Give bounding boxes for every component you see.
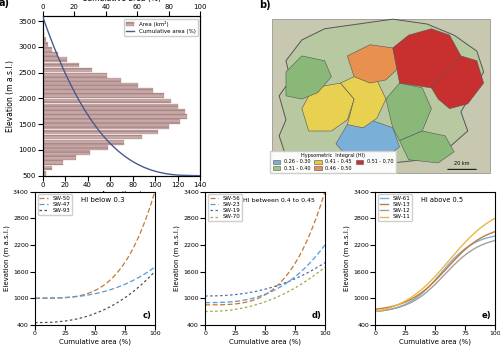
Y-axis label: Elevation (m a.s.l.): Elevation (m a.s.l.) [6,60,16,132]
Text: HI above 0.5: HI above 0.5 [420,197,463,203]
Bar [42,88,153,93]
Bar [42,130,158,134]
Y-axis label: Elevation (m a.s.l.): Elevation (m a.s.l.) [174,225,180,291]
Polygon shape [348,45,400,83]
Legend: SW-61, SW-13, SW-12, SW-11: SW-61, SW-13, SW-12, SW-11 [378,195,412,221]
Bar [42,166,51,170]
Bar [42,171,46,175]
Y-axis label: Elevation (m a.s.l.): Elevation (m a.s.l.) [344,225,350,291]
Bar [42,135,141,140]
Polygon shape [302,83,354,131]
X-axis label: Cumulative area (%): Cumulative area (%) [59,339,131,345]
X-axis label: Cumulative area (%): Cumulative area (%) [229,339,301,345]
Bar [42,73,107,78]
Polygon shape [432,56,484,109]
Bar [42,124,169,129]
Bar [42,62,78,67]
X-axis label: Cumulative area (%): Cumulative area (%) [399,339,471,345]
Text: d): d) [312,311,322,320]
Bar [42,140,123,144]
Polygon shape [340,77,386,128]
Bar [42,99,171,103]
Polygon shape [336,120,400,163]
Text: HI between 0.4 to 0.45: HI between 0.4 to 0.45 [244,198,316,203]
Bar [42,52,58,57]
Bar [42,47,51,52]
Bar [42,119,180,124]
Polygon shape [386,83,432,141]
Text: b): b) [258,0,270,10]
Bar [42,114,187,119]
Bar [42,32,44,36]
Bar [42,109,184,114]
FancyBboxPatch shape [272,19,490,173]
Legend: SW-56, SW-23, SW-19, SW-70: SW-56, SW-23, SW-19, SW-70 [208,195,242,221]
Bar [42,104,178,109]
Bar [42,68,92,72]
Bar [42,93,164,98]
Bar [42,78,121,83]
Bar [42,155,76,160]
X-axis label: Area (km²): Area (km²) [101,191,142,200]
Polygon shape [279,19,484,166]
Bar [42,150,90,155]
Legend: 0.26 - 0.30, 0.31 - 0.40, 0.41 - 0.45, 0.46 - 0.50, 0.51 - 0.70: 0.26 - 0.30, 0.31 - 0.40, 0.41 - 0.45, 0… [270,151,396,173]
Text: e): e) [482,311,492,320]
Text: c): c) [142,311,151,320]
Polygon shape [393,29,461,88]
Text: a): a) [0,0,10,9]
Text: HI below 0.3: HI below 0.3 [80,197,124,203]
Text: 20 km: 20 km [454,160,470,165]
Polygon shape [286,56,332,99]
Bar [42,27,43,31]
Legend: Area (km²), Cumulative area (%): Area (km²), Cumulative area (%) [124,19,198,36]
Bar [42,145,108,150]
Bar [42,37,46,42]
Polygon shape [400,131,454,163]
Bar [42,83,138,88]
Y-axis label: Elevation (m a.s.l.): Elevation (m a.s.l.) [4,225,10,291]
Bar [42,160,63,165]
Legend: SW-50, SW-47, SW-93: SW-50, SW-47, SW-93 [38,195,72,215]
Bar [42,42,48,47]
X-axis label: Cumulative area (%): Cumulative area (%) [82,0,161,3]
Bar [42,58,68,62]
